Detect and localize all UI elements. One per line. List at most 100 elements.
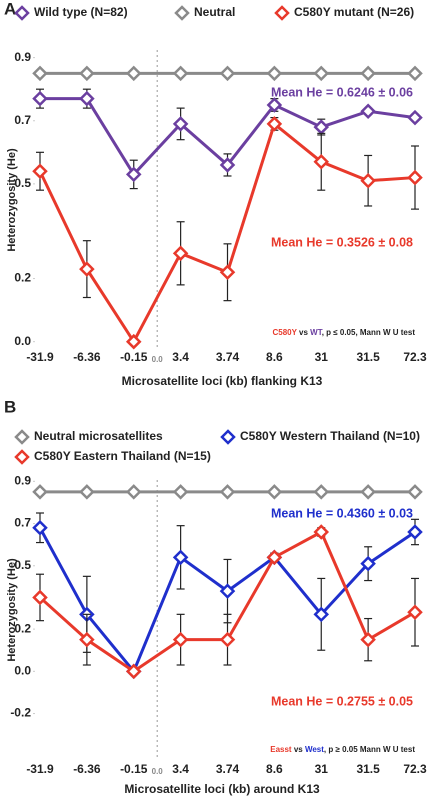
significance-note: Easst vs West, p ≥ 0.05 Mann W U test bbox=[270, 745, 415, 754]
legend-label: C580Y mutant (N=26) bbox=[294, 5, 414, 19]
point-marker bbox=[313, 524, 330, 540]
x-tick-label: -0.15 bbox=[120, 762, 148, 776]
point-marker bbox=[407, 604, 423, 620]
point-marker bbox=[360, 484, 376, 500]
point-marker bbox=[266, 97, 283, 113]
panel-label: B bbox=[4, 397, 16, 416]
panel-label: A bbox=[4, 0, 16, 18]
note-part: C580Y bbox=[272, 328, 297, 337]
x-tick-label: -0.15 bbox=[120, 350, 148, 364]
y-tick-label: 0.7 bbox=[14, 113, 31, 127]
y-tick-label: 0.9 bbox=[14, 474, 31, 488]
point-marker bbox=[125, 484, 142, 500]
point-marker bbox=[125, 663, 142, 680]
legend-marker bbox=[274, 5, 290, 21]
zero-label: 0.0 bbox=[152, 355, 164, 364]
note-part: , p ≤ 0.05, Mann W U test bbox=[322, 328, 416, 337]
y-tick-label: 0.0 bbox=[14, 334, 31, 348]
mean-annotation: Mean He = 0.3526 ± 0.08 bbox=[271, 235, 413, 249]
point-marker bbox=[125, 333, 142, 350]
point-marker bbox=[407, 524, 423, 540]
point-marker bbox=[32, 589, 48, 606]
note-part: , p ≥ 0.05 Mann W U test bbox=[324, 745, 415, 754]
note-part: West bbox=[305, 745, 324, 754]
significance-note: C580Y vs WT, p ≤ 0.05, Mann W U test bbox=[272, 328, 415, 337]
x-tick-label: -31.9 bbox=[26, 762, 54, 776]
point-marker bbox=[172, 245, 189, 262]
legend-label: Neutral microsatellites bbox=[34, 429, 163, 443]
x-tick-label: 31.5 bbox=[356, 350, 380, 364]
x-tick-label: 72.3 bbox=[403, 762, 427, 776]
note-part: Easst bbox=[270, 745, 292, 754]
legend-marker bbox=[220, 429, 236, 445]
point-marker bbox=[79, 261, 95, 277]
note-part: WT bbox=[310, 328, 323, 337]
legend-label: Wild type (N=82) bbox=[34, 5, 128, 19]
point-marker bbox=[172, 549, 189, 566]
point-marker bbox=[79, 631, 95, 648]
point-marker bbox=[360, 555, 376, 572]
point-marker bbox=[219, 583, 236, 599]
point-marker bbox=[313, 154, 330, 170]
x-tick-label: 8.6 bbox=[266, 762, 283, 776]
x-tick-label: 31.5 bbox=[356, 762, 380, 776]
legend-marker bbox=[14, 5, 30, 21]
point-marker bbox=[219, 65, 236, 82]
zero-label: 0.0 bbox=[152, 767, 164, 776]
y-tick-label: 0.5 bbox=[14, 558, 31, 572]
point-marker bbox=[360, 65, 376, 82]
y-axis-label: Heterozygosity (He) bbox=[6, 558, 18, 662]
note-part: vs bbox=[297, 328, 310, 337]
y-tick-label: 0.2 bbox=[14, 271, 31, 285]
x-tick-label: 3.4 bbox=[172, 762, 189, 776]
point-marker bbox=[32, 163, 48, 180]
point-marker bbox=[32, 520, 48, 536]
legend-label: C580Y Western Thailand (N=10) bbox=[240, 429, 420, 443]
note-part: vs bbox=[292, 745, 305, 754]
point-marker bbox=[172, 484, 189, 500]
x-axis-label: Microsatellite loci (kb) flanking K13 bbox=[122, 374, 323, 388]
x-tick-label: 3.74 bbox=[216, 762, 240, 776]
point-marker bbox=[219, 484, 236, 500]
y-tick-label: 0.5 bbox=[14, 176, 31, 190]
x-tick-label: -31.9 bbox=[26, 350, 54, 364]
point-marker bbox=[79, 65, 95, 82]
y-tick-label: 0.7 bbox=[14, 516, 31, 530]
x-tick-label: -6.36 bbox=[73, 762, 101, 776]
point-marker bbox=[313, 119, 330, 135]
point-marker bbox=[125, 166, 142, 183]
mean-annotation: Mean He = 0.4360 ± 0.03 bbox=[271, 506, 413, 520]
x-tick-label: 72.3 bbox=[403, 350, 427, 364]
legend-label: C580Y Eastern Thailand (N=15) bbox=[34, 449, 211, 463]
y-tick-label: 0.2 bbox=[14, 621, 31, 635]
point-marker bbox=[79, 90, 95, 107]
legend-marker bbox=[14, 449, 30, 465]
point-marker bbox=[125, 65, 142, 82]
x-tick-label: 3.74 bbox=[216, 350, 240, 364]
y-tick-label: 0.9 bbox=[14, 50, 31, 64]
point-marker bbox=[172, 65, 189, 82]
point-marker bbox=[407, 65, 423, 82]
point-marker bbox=[407, 169, 423, 186]
legend-marker bbox=[14, 429, 30, 445]
point-marker bbox=[360, 103, 376, 120]
y-axis-label: Heterozygosity (He) bbox=[6, 148, 18, 252]
x-tick-label: 31 bbox=[315, 350, 329, 364]
point-marker bbox=[407, 484, 423, 500]
point-marker bbox=[32, 65, 48, 82]
point-marker bbox=[32, 484, 48, 500]
mean-annotation: Mean He = 0.6246 ± 0.06 bbox=[271, 85, 413, 99]
y-tick-label: -0.2 bbox=[10, 706, 31, 720]
point-marker bbox=[172, 116, 189, 132]
y-tick-label: 0.0 bbox=[14, 664, 31, 678]
point-marker bbox=[32, 90, 48, 107]
point-marker bbox=[266, 484, 283, 500]
point-marker bbox=[407, 109, 423, 126]
point-marker bbox=[360, 631, 376, 648]
point-marker bbox=[266, 549, 283, 566]
x-tick-label: 31 bbox=[315, 762, 329, 776]
x-tick-label: -6.36 bbox=[73, 350, 101, 364]
point-marker bbox=[313, 65, 330, 82]
point-marker bbox=[360, 172, 376, 189]
point-marker bbox=[219, 264, 236, 281]
